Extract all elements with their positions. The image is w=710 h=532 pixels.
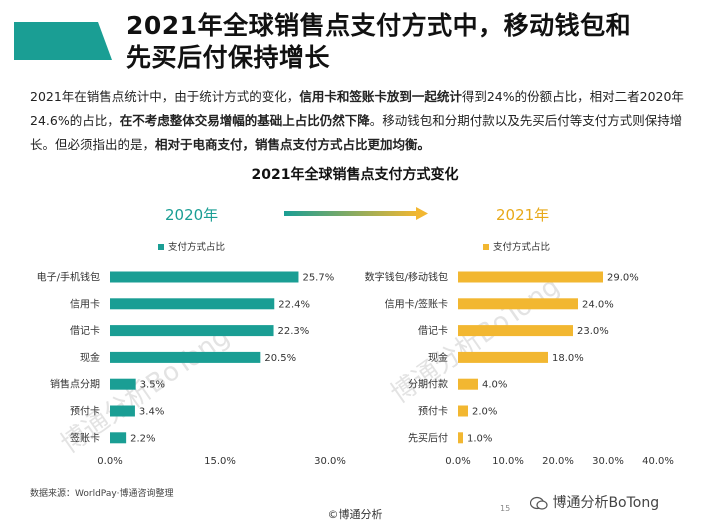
left-category-label: 现金 xyxy=(80,351,100,364)
left-category-label: 销售点分期 xyxy=(50,378,100,391)
wechat-icon xyxy=(529,496,548,510)
left-value-label: 22.3% xyxy=(278,326,310,337)
left-tick-label: 0.0% xyxy=(97,456,122,467)
left-value-label: 20.5% xyxy=(264,353,296,364)
left-category-label: 预付卡 xyxy=(70,405,100,418)
left-bar xyxy=(110,325,274,337)
left-bar xyxy=(110,271,299,283)
left-category-label: 借记卡 xyxy=(70,324,100,337)
intro-paragraph: 2021年在销售点统计中，由于统计方式的变化，信用卡和签账卡放到一起统计得到24… xyxy=(30,85,690,157)
left-bar xyxy=(110,405,135,417)
page-title-line1: 2021年全球销售点支付方式中，移动钱包和 xyxy=(126,11,632,40)
right-bar xyxy=(458,405,468,417)
intro-emphasis: 相对于电商支付，销售点支付方式占比更加均衡。 xyxy=(155,137,431,152)
year-2020-label: 2020年 xyxy=(165,206,219,224)
left-legend-label: 支付方式占比 xyxy=(168,241,225,253)
right-value-label: 2.0% xyxy=(472,407,497,418)
title-accent-shape xyxy=(14,22,112,60)
page-title-line2: 先买后付保持增长 xyxy=(126,43,331,72)
right-bar xyxy=(458,271,603,283)
right-bar xyxy=(458,432,463,444)
left-category-label: 电子/手机钱包 xyxy=(37,271,100,284)
right-tick-label: 40.0% xyxy=(642,456,674,467)
right-tick-label: 0.0% xyxy=(445,456,470,467)
intro-emphasis: 在不考虑整体交易增幅的基础上占比仍然下降 xyxy=(119,113,370,128)
chart-title: 2021年全球销售点支付方式变化 xyxy=(251,167,459,183)
year-transition-arrow xyxy=(284,207,428,220)
right-category-label: 分期付款 xyxy=(408,378,448,391)
left-legend-swatch xyxy=(158,244,164,250)
right-category-label: 现金 xyxy=(428,351,448,364)
source-note: 数据来源：WorldPay·博通咨询整理 xyxy=(30,489,174,499)
left-category-label: 信用卡 xyxy=(70,297,100,310)
brand-text: 博通分析BoTong xyxy=(552,495,660,511)
page-title: 2021年全球销售点支付方式中，移动钱包和 先买后付保持增长 xyxy=(126,10,701,74)
right-bar xyxy=(458,351,548,363)
copyright-text: ©博通分析 xyxy=(327,508,383,521)
left-bar xyxy=(110,351,261,363)
intro-emphasis: 信用卡和签账卡放到一起统计 xyxy=(299,89,462,104)
left-value-label: 3.5% xyxy=(140,380,165,391)
right-bar xyxy=(458,378,478,390)
left-value-label: 2.2% xyxy=(130,433,155,444)
right-bar xyxy=(458,298,578,310)
left-tick-label: 15.0% xyxy=(204,456,236,467)
right-tick-label: 20.0% xyxy=(542,456,574,467)
brand-logo: 博通分析BoTong xyxy=(529,492,660,512)
right-category-label: 信用卡/签账卡 xyxy=(385,297,448,310)
right-value-label: 23.0% xyxy=(577,326,609,337)
right-tick-label: 30.0% xyxy=(592,456,624,467)
left-value-label: 22.4% xyxy=(278,299,310,310)
left-value-label: 3.4% xyxy=(139,407,164,418)
right-legend-label: 支付方式占比 xyxy=(493,241,550,253)
left-bar xyxy=(110,432,127,444)
right-value-label: 29.0% xyxy=(607,273,639,284)
right-category-label: 预付卡 xyxy=(418,405,448,418)
title-block: 2021年全球销售点支付方式中，移动钱包和 先买后付保持增长 xyxy=(0,4,710,74)
right-category-label: 借记卡 xyxy=(418,324,448,337)
right-value-label: 1.0% xyxy=(467,433,492,444)
left-bar xyxy=(110,298,275,310)
right-bar xyxy=(458,325,573,337)
year-2021-label: 2021年 xyxy=(496,206,550,224)
left-tick-label: 30.0% xyxy=(314,456,346,467)
right-value-label: 4.0% xyxy=(482,380,507,391)
right-legend-swatch xyxy=(483,244,489,250)
right-category-label: 先买后付 xyxy=(408,431,448,444)
left-bar xyxy=(110,378,136,390)
left-value-label: 25.7% xyxy=(302,273,334,284)
intro-text: 。移动钱包和分期付款以及先买后付等支付方式则保持增长。但必须指出的是， xyxy=(30,113,683,152)
intro-text: 2021年在销售点统计中，由于统计方式的变化， xyxy=(30,89,300,104)
right-value-label: 18.0% xyxy=(552,353,584,364)
right-tick-label: 10.0% xyxy=(492,456,524,467)
right-category-label: 数字钱包/移动钱包 xyxy=(365,271,448,284)
left-category-label: 签账卡 xyxy=(70,431,100,444)
right-value-label: 24.0% xyxy=(582,299,614,310)
intro-text: 得到24%的份额占比，相对二者2020年24.6%的占比， xyxy=(30,89,684,128)
page-number: 15 xyxy=(500,504,511,513)
